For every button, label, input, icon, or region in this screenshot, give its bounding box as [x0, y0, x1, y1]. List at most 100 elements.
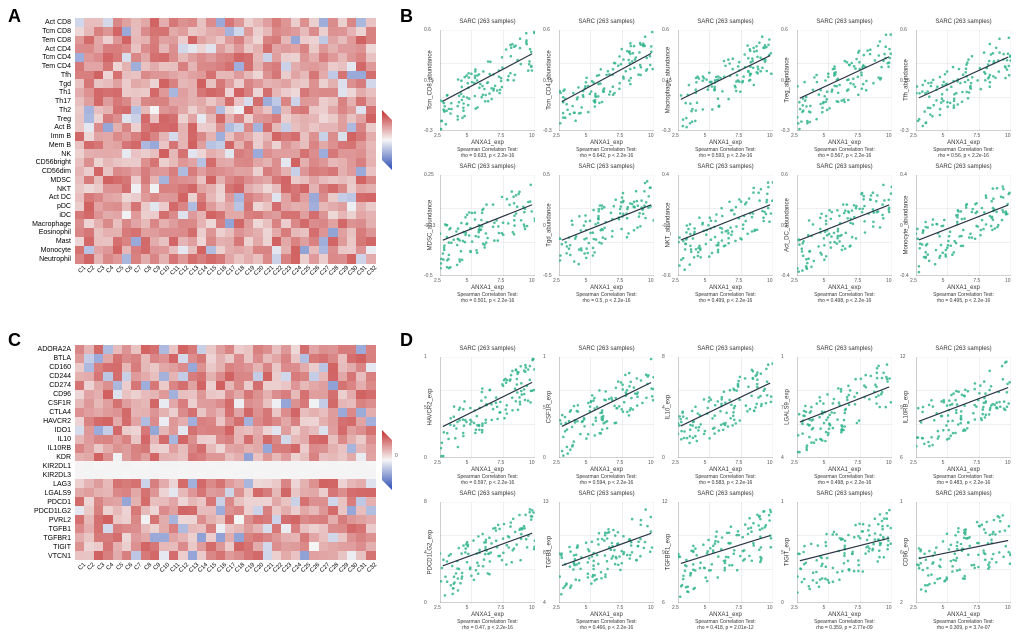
heatmap-row-label: Act CD4 — [5, 46, 71, 53]
x-tick: 10 — [886, 605, 892, 611]
x-tick: 7.5 — [735, 605, 742, 611]
y-tick: 2 — [900, 600, 903, 606]
scatter-stats-vals: rho = 0.418, p = 2.01e-12 — [678, 625, 773, 631]
x-tick: 2.5 — [553, 605, 560, 611]
y-tick: 0.15 — [543, 78, 553, 84]
scatter-ylabel: PDCD1LG2_exp — [427, 501, 433, 602]
x-tick: 5 — [466, 278, 469, 284]
y-tick: 6 — [900, 550, 903, 556]
heatmap-row-label: Mem B — [5, 142, 71, 149]
y-tick: 12 — [900, 354, 906, 360]
heatmap-row-label: CD274 — [5, 382, 71, 389]
scatter-xlabel: ANXA1_exp — [678, 285, 773, 291]
scatter-xlabel: ANXA1_exp — [559, 285, 654, 291]
scatter-grid-d: SARC (263 samples)HAVCR2_exp0512.557.510… — [420, 345, 1015, 635]
scatter-title: SARC (263 samples) — [678, 346, 773, 352]
heatmap-row-label: CD244 — [5, 373, 71, 380]
x-tick: 10 — [529, 605, 535, 611]
x-tick: 5 — [823, 605, 826, 611]
scatter-title: SARC (263 samples) — [916, 164, 1011, 170]
x-tick: 7.5 — [973, 605, 980, 611]
heatmap-row-label: PDCD1 — [5, 499, 71, 506]
heatmap-row-label: KDR — [5, 454, 71, 461]
heatmap-row-label: TGFBR1 — [5, 535, 71, 542]
scatter-plot — [916, 175, 1011, 276]
x-tick: 2.5 — [910, 460, 917, 466]
y-tick: -0.3 — [424, 128, 433, 134]
y-tick: 0.4 — [900, 172, 907, 178]
y-tick: 9 — [900, 405, 903, 411]
y-tick: 0.6 — [662, 27, 669, 33]
heatmap-row-label: Tem CD8 — [5, 37, 71, 44]
x-tick: 2.5 — [910, 133, 917, 139]
heatmap-row-label: Mast — [5, 238, 71, 245]
scatter-xlabel: ANXA1_exp — [559, 140, 654, 146]
y-tick: -0.1 — [662, 223, 671, 229]
scatter-ylabel: Tgd_abundance — [546, 174, 552, 275]
x-tick: 10 — [886, 460, 892, 466]
x-tick: 7.5 — [854, 460, 861, 466]
x-tick: 5 — [823, 133, 826, 139]
heatmap-cell — [366, 551, 376, 560]
heatmap-row-label: NKT — [5, 186, 71, 193]
scatter-plot — [797, 175, 892, 276]
heatmap-row-label: iDC — [5, 212, 71, 219]
heatmap-row-label: Monocyte — [5, 247, 71, 254]
scatter-plot — [678, 357, 773, 458]
x-tick: 5 — [585, 605, 588, 611]
scatter-plot — [916, 502, 1011, 603]
scatter-title: SARC (263 samples) — [678, 164, 773, 170]
heatmap-row-label: HAVCR2 — [5, 418, 71, 425]
scatter-xlabel: ANXA1_exp — [916, 612, 1011, 618]
y-tick: 4 — [424, 550, 427, 556]
x-tick: 5 — [585, 133, 588, 139]
heatmap-row-label: CD56bright — [5, 159, 71, 166]
y-tick: -0.3 — [662, 128, 671, 134]
x-tick: 10 — [767, 133, 773, 139]
scatter-title: SARC (263 samples) — [440, 19, 535, 25]
scatter-ylabel: LGALS9_exp — [784, 356, 790, 457]
scatter-ylabel: TIGIT_exp — [784, 501, 790, 602]
y-tick: -0.5 — [424, 273, 433, 279]
x-tick: 7.5 — [497, 133, 504, 139]
y-tick: 5 — [543, 405, 546, 411]
y-tick: 1 — [543, 354, 546, 360]
x-tick: 7.5 — [973, 460, 980, 466]
y-tick: 0 — [424, 455, 427, 461]
y-tick: 4 — [781, 455, 784, 461]
scatter-plot — [797, 502, 892, 603]
y-tick: 0 — [543, 455, 546, 461]
scatter-plot — [797, 30, 892, 131]
scatter-title: SARC (263 samples) — [440, 491, 535, 497]
y-tick: 8 — [424, 499, 427, 505]
scatter-title: SARC (263 samples) — [916, 346, 1011, 352]
scatter-title: SARC (263 samples) — [559, 164, 654, 170]
x-tick: 2.5 — [910, 278, 917, 284]
x-tick: 5 — [942, 133, 945, 139]
y-tick: 0.6 — [543, 27, 550, 33]
y-tick: 6 — [900, 455, 903, 461]
x-tick: 2.5 — [434, 605, 441, 611]
heatmap-row-label: ADORA2A — [5, 346, 71, 353]
scatter-title: SARC (263 samples) — [559, 19, 654, 25]
x-tick: 10 — [529, 278, 535, 284]
heatmap-row-label: KIR2DL3 — [5, 472, 71, 479]
heatmap-row-label: Tem CD4 — [5, 63, 71, 70]
x-tick: 7.5 — [973, 278, 980, 284]
scatter-plot — [797, 357, 892, 458]
scatter-ylabel: IL10_exp — [665, 356, 671, 457]
x-tick: 7.5 — [854, 605, 861, 611]
y-tick: 0.15 — [900, 78, 910, 84]
y-tick: 0.1 — [781, 223, 788, 229]
x-tick: 2.5 — [791, 278, 798, 284]
x-tick: 10 — [767, 460, 773, 466]
x-tick: 7.5 — [497, 460, 504, 466]
heatmap-row-label: CSF1R — [5, 400, 71, 407]
y-tick: 0.15 — [781, 78, 791, 84]
x-tick: 5 — [704, 460, 707, 466]
heatmap-row-label: TGFB1 — [5, 526, 71, 533]
x-tick: 5 — [823, 460, 826, 466]
heatmap-row-label: VTCN1 — [5, 553, 71, 560]
y-tick: -0.3 — [781, 128, 790, 134]
scatter-xlabel: ANXA1_exp — [559, 467, 654, 473]
